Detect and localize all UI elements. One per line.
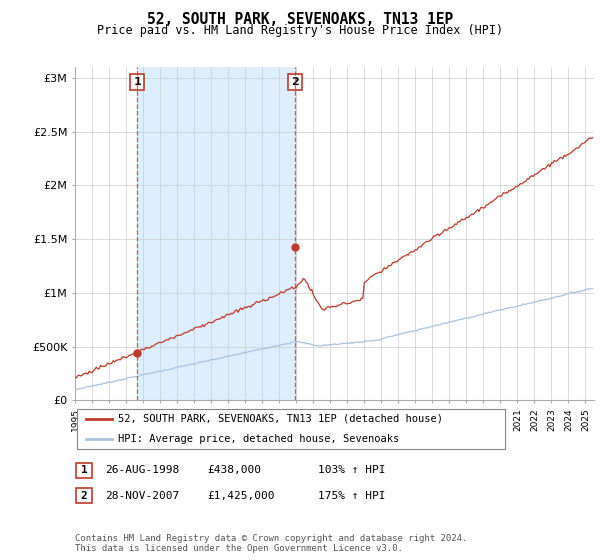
Text: £438,000: £438,000 — [207, 465, 261, 475]
Text: 175% ↑ HPI: 175% ↑ HPI — [318, 491, 386, 501]
Text: HPI: Average price, detached house, Sevenoaks: HPI: Average price, detached house, Seve… — [118, 434, 400, 444]
Text: 52, SOUTH PARK, SEVENOAKS, TN13 1EP: 52, SOUTH PARK, SEVENOAKS, TN13 1EP — [147, 12, 453, 27]
Text: 26-AUG-1998: 26-AUG-1998 — [105, 465, 179, 475]
Text: Contains HM Land Registry data © Crown copyright and database right 2024.
This d: Contains HM Land Registry data © Crown c… — [75, 534, 467, 553]
Text: Price paid vs. HM Land Registry's House Price Index (HPI): Price paid vs. HM Land Registry's House … — [97, 24, 503, 37]
FancyBboxPatch shape — [76, 488, 92, 503]
Text: 2: 2 — [80, 491, 88, 501]
Text: 52, SOUTH PARK, SEVENOAKS, TN13 1EP (detached house): 52, SOUTH PARK, SEVENOAKS, TN13 1EP (det… — [118, 414, 443, 424]
Text: 1: 1 — [133, 77, 141, 87]
Text: 1: 1 — [80, 465, 88, 475]
Text: £1,425,000: £1,425,000 — [207, 491, 275, 501]
FancyBboxPatch shape — [76, 463, 92, 478]
Text: 103% ↑ HPI: 103% ↑ HPI — [318, 465, 386, 475]
Bar — [137, 67, 295, 400]
FancyBboxPatch shape — [77, 409, 505, 449]
Text: 2: 2 — [291, 77, 299, 87]
Text: 28-NOV-2007: 28-NOV-2007 — [105, 491, 179, 501]
